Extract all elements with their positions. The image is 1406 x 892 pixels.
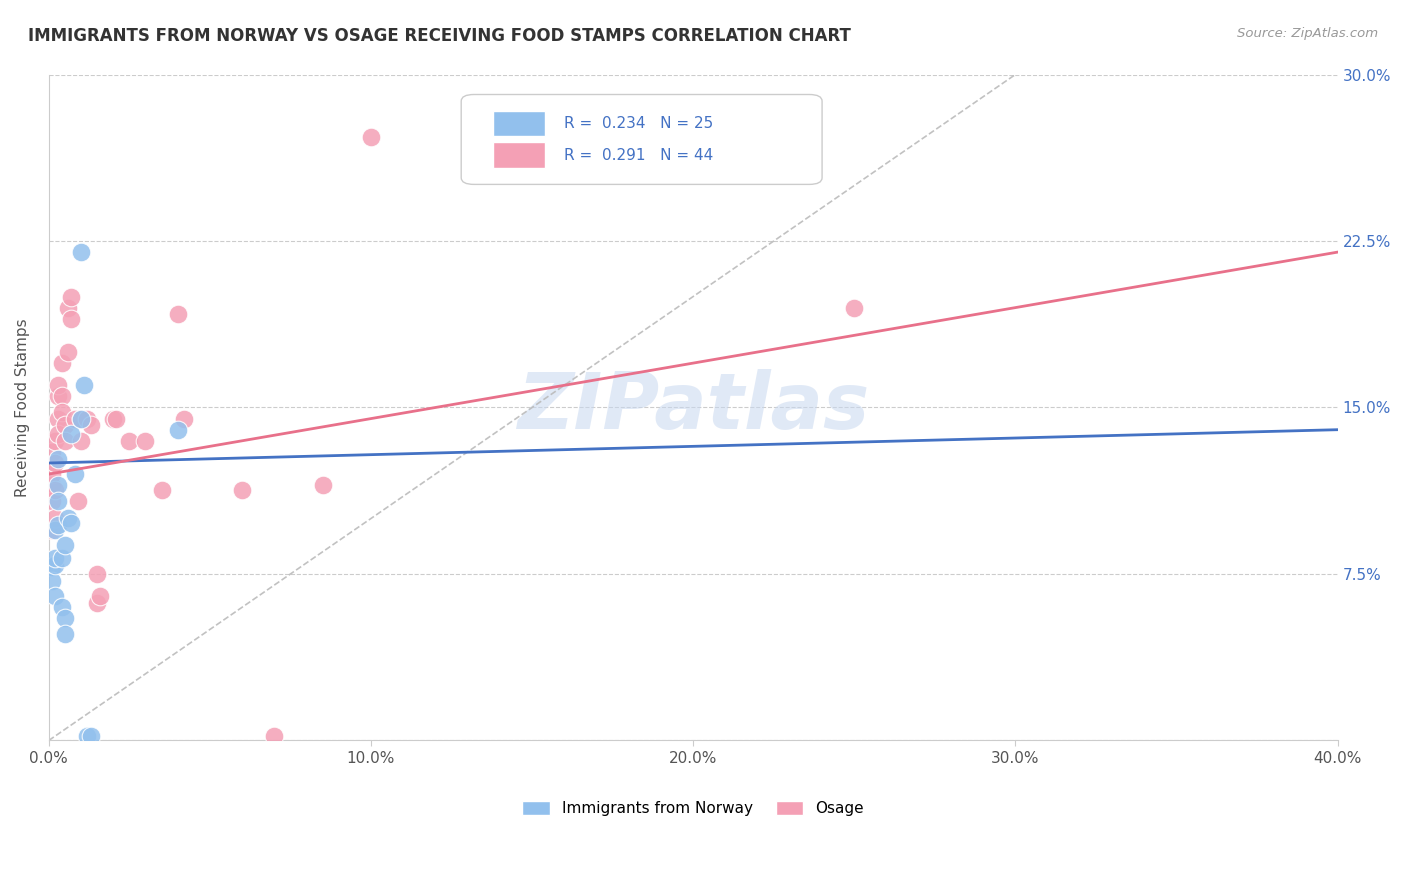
Point	[56, 301, 79, 315]
Point	[66, 493, 89, 508]
Point	[53, 627, 76, 641]
Point	[63, 411, 86, 425]
Point	[48, 389, 70, 403]
Point	[311, 478, 333, 492]
Point	[48, 493, 70, 508]
Point	[44, 589, 66, 603]
Point	[70, 411, 93, 425]
Point	[56, 511, 79, 525]
Point	[70, 245, 93, 260]
Point	[70, 434, 93, 448]
Point	[48, 478, 70, 492]
Point	[53, 538, 76, 552]
Point	[44, 558, 66, 573]
Point	[86, 566, 108, 581]
Point	[173, 411, 195, 425]
Point	[41, 445, 63, 459]
Point	[60, 289, 83, 303]
Point	[48, 411, 70, 425]
Point	[44, 434, 66, 448]
Point	[60, 516, 83, 530]
Point	[53, 611, 76, 625]
Point	[105, 411, 128, 425]
Point	[150, 483, 173, 497]
Point	[44, 456, 66, 470]
Point	[41, 467, 63, 481]
Point	[79, 729, 101, 743]
Point	[41, 493, 63, 508]
Point	[56, 345, 79, 359]
Point	[166, 423, 188, 437]
Point	[79, 418, 101, 433]
Point	[76, 729, 98, 743]
Bar	[494, 143, 546, 168]
Point	[41, 523, 63, 537]
Point	[360, 129, 382, 144]
Point	[48, 518, 70, 533]
Y-axis label: Receiving Food Stamps: Receiving Food Stamps	[15, 318, 30, 497]
Point	[48, 451, 70, 466]
Point	[51, 389, 73, 403]
Point	[103, 411, 125, 425]
Point	[51, 600, 73, 615]
Point	[53, 418, 76, 433]
Point	[60, 427, 83, 442]
Point	[44, 551, 66, 566]
Text: R =  0.291   N = 44: R = 0.291 N = 44	[564, 147, 714, 162]
Point	[44, 523, 66, 537]
Point	[41, 574, 63, 588]
Bar	[494, 112, 546, 136]
Text: Source: ZipAtlas.com: Source: ZipAtlas.com	[1237, 27, 1378, 40]
Point	[263, 729, 285, 743]
Point	[89, 589, 111, 603]
Point	[41, 478, 63, 492]
Point	[51, 551, 73, 566]
Point	[41, 560, 63, 574]
Point	[231, 483, 253, 497]
Point	[48, 378, 70, 392]
FancyBboxPatch shape	[461, 95, 823, 185]
Point	[63, 467, 86, 481]
Point	[118, 434, 141, 448]
Point	[520, 129, 543, 144]
Point	[86, 596, 108, 610]
Point	[51, 356, 73, 370]
Point	[44, 511, 66, 525]
Point	[53, 434, 76, 448]
Text: ZIPatlas: ZIPatlas	[517, 369, 869, 445]
Point	[76, 411, 98, 425]
Text: R =  0.234   N = 25: R = 0.234 N = 25	[564, 116, 714, 131]
Point	[44, 483, 66, 497]
Point	[134, 434, 156, 448]
Point	[166, 307, 188, 321]
Point	[60, 311, 83, 326]
Point	[48, 427, 70, 442]
Point	[844, 301, 866, 315]
Legend: Immigrants from Norway, Osage: Immigrants from Norway, Osage	[516, 795, 870, 822]
Point	[70, 411, 93, 425]
Point	[73, 378, 96, 392]
Point	[51, 405, 73, 419]
Text: IMMIGRANTS FROM NORWAY VS OSAGE RECEIVING FOOD STAMPS CORRELATION CHART: IMMIGRANTS FROM NORWAY VS OSAGE RECEIVIN…	[28, 27, 851, 45]
